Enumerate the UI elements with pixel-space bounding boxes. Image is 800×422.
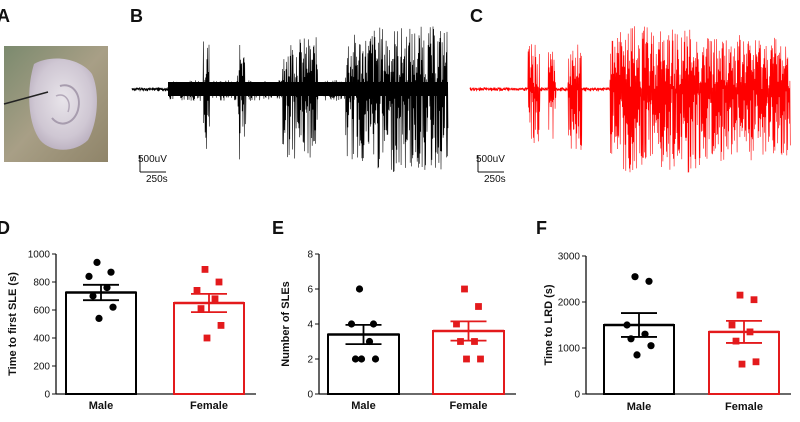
data-point-male-d xyxy=(93,258,101,266)
bar-d-female xyxy=(173,302,245,395)
data-point-female-f xyxy=(732,337,740,345)
data-point-female-f xyxy=(728,321,736,329)
data-point-female-e xyxy=(463,355,470,363)
panel-letter-e: E xyxy=(272,218,284,238)
data-point-male-d xyxy=(95,314,103,322)
data-point-male-d xyxy=(103,284,111,292)
data-point-male-f xyxy=(633,351,641,359)
data-point-male-e xyxy=(357,355,366,363)
data-point-female-e xyxy=(477,355,484,363)
x-category-label-d: Male xyxy=(89,400,113,412)
data-point-male-e xyxy=(347,320,356,328)
data-point-male-f xyxy=(623,321,631,329)
y-tick-label-f: 3000 xyxy=(558,252,581,263)
data-point-female-d xyxy=(197,305,205,312)
panel-letter-f: F xyxy=(536,218,547,238)
data-point-male-e xyxy=(369,320,378,328)
bar-d-male xyxy=(65,291,137,395)
x-category-label-e: Male xyxy=(351,400,375,412)
data-point-male-e xyxy=(351,355,360,363)
y-tick-label-e: 4 xyxy=(307,320,313,331)
data-point-male-d xyxy=(89,292,97,300)
scale-label-b-time: 250s xyxy=(146,174,168,185)
y-tick-label-e: 0 xyxy=(307,390,313,401)
y-tick-label-e: 8 xyxy=(307,250,313,261)
panel-letter-a: A xyxy=(0,6,10,26)
brain-slice-photo xyxy=(3,46,108,162)
chart-d: 0 200 400 600 800 1000 Time to first SLE (s) Ma… xyxy=(7,250,256,412)
data-point-female-e xyxy=(475,303,482,310)
y-tick-label-d: 0 xyxy=(44,390,50,401)
data-point-female-f xyxy=(738,360,746,368)
data-point-female-e xyxy=(453,320,460,328)
data-point-male-d xyxy=(109,303,117,311)
data-point-female-e xyxy=(461,285,468,293)
y-tick-label-e: 2 xyxy=(307,355,313,366)
data-point-female-e xyxy=(457,338,464,345)
data-point-female-d xyxy=(217,322,225,329)
x-category-label-f: Male xyxy=(627,401,651,413)
y-tick-label-d: 600 xyxy=(33,306,50,317)
chart-e: 0 2 4 6 8 Number of SLEs Male Female xyxy=(280,250,516,412)
data-point-male-f xyxy=(627,335,635,343)
data-point-female-d xyxy=(193,287,201,294)
y-axis-title-d: Time to first SLE (s) xyxy=(7,272,19,376)
data-point-female-f xyxy=(750,296,758,304)
y-axis-title-e: Number of SLEs xyxy=(280,281,292,367)
y-tick-label-f: 1000 xyxy=(558,344,581,355)
y-tick-label-d: 200 xyxy=(33,362,50,373)
scale-label-b-voltage: 500uV xyxy=(138,154,167,165)
y-tick-label-d: 1000 xyxy=(28,250,51,261)
x-category-label-f: Female xyxy=(725,401,763,413)
data-point-female-f xyxy=(752,358,760,366)
panel-letter-c: C xyxy=(470,6,483,26)
trace-b-baseline-band xyxy=(168,82,448,96)
data-point-female-f xyxy=(746,328,754,336)
data-point-female-d xyxy=(201,266,209,273)
data-point-male-f xyxy=(645,277,653,285)
data-point-male-e xyxy=(365,337,374,346)
scale-label-c-time: 250s xyxy=(484,174,506,185)
data-point-female-d xyxy=(215,278,223,286)
data-point-male-d xyxy=(107,268,115,276)
panel-letter-d: D xyxy=(0,218,10,238)
scale-label-c-voltage: 500uV xyxy=(476,154,505,165)
x-category-label-e: Female xyxy=(450,400,488,412)
panel-letter-b: B xyxy=(130,6,143,26)
x-category-label-d: Female xyxy=(190,400,228,412)
chart-f: 0 1000 2000 3000 Time to LRD (s) Male Female xyxy=(543,252,791,413)
data-point-male-d xyxy=(85,272,93,280)
data-point-male-f xyxy=(631,273,639,281)
data-point-female-d xyxy=(203,334,211,342)
data-point-female-f xyxy=(736,291,744,299)
y-tick-label-d: 400 xyxy=(33,334,50,345)
data-point-female-d xyxy=(211,295,219,303)
y-tick-label-e: 6 xyxy=(307,285,313,296)
y-tick-label-f: 2000 xyxy=(558,298,581,309)
data-point-female-e xyxy=(471,338,478,345)
data-point-male-f xyxy=(641,330,649,338)
y-tick-label-f: 0 xyxy=(574,390,580,401)
data-point-male-f xyxy=(647,342,655,350)
trace-c: 500uV 250s xyxy=(469,26,791,185)
y-tick-label-d: 800 xyxy=(33,278,50,289)
trace-b: 500uV 250s xyxy=(131,26,449,185)
y-axis-title-f: Time to LRD (s) xyxy=(543,284,555,365)
data-point-male-e xyxy=(355,285,364,293)
data-point-male-e xyxy=(371,355,380,363)
